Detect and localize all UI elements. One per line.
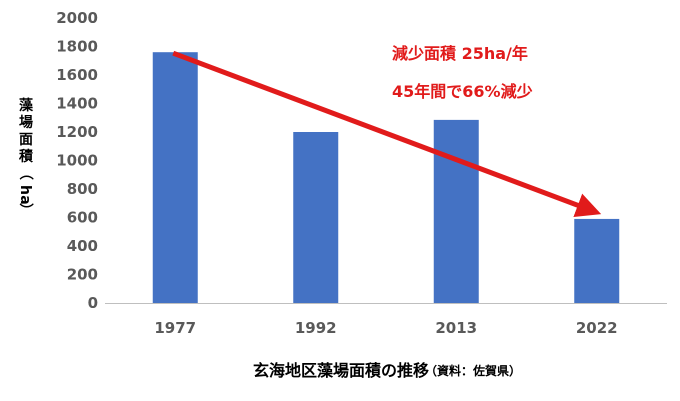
y-tick-label: 200 [67,266,98,284]
chart-title: 玄海地区藻場面積の推移 [253,361,429,380]
chart-source: （資料：佐賀県） [425,363,521,378]
y-axis-label-char: h [17,185,33,195]
bar-2013 [433,119,479,303]
x-tick-label: 2022 [576,319,618,337]
annotation-2: 45年間で66%減少 [392,82,533,101]
y-tick-label: 1000 [56,152,98,170]
y-tick-label: 1800 [56,38,98,56]
y-axis-label-char: （ [17,166,33,180]
y-axis-label-char: a [17,195,33,204]
y-axis-label-char: 藻 [19,97,34,114]
y-axis-label-char: ） [17,203,33,217]
y-axis-label-char: 場 [19,114,33,131]
y-axis-label: 藻場面積（ ha） [17,97,34,217]
annotation-1: 減少面積 25ha/年 [392,44,528,63]
y-tick-label: 0 [88,294,98,312]
y-tick-label: 1400 [56,95,98,113]
x-tick-label: 1992 [295,319,337,337]
bar-1977 [152,52,198,304]
y-tick-label: 400 [67,237,98,255]
y-axis-label-char: 面 [19,132,33,148]
y-axis-label-char: 積 [18,148,34,165]
y-tick-label: 1200 [56,123,98,141]
y-tick-label: 600 [67,209,98,227]
y-tick-label: 2000 [56,9,98,27]
bar-2022 [574,218,620,303]
x-tick-label: 1977 [154,319,196,337]
y-tick-label: 1600 [56,66,98,84]
bars [152,52,620,304]
y-axis-ticks: 0 200 400 600 800 1000 1200 1400 1600 1800 2000 [56,9,98,312]
y-tick-label: 800 [67,180,98,198]
bar-1992 [293,132,339,303]
x-tick-label: 2013 [435,319,477,337]
annotations: 減少面積 25ha/年 45年間で66%減少 [392,44,533,101]
x-axis-ticks: 1977 1992 2013 2022 [154,319,617,337]
trend-arrow [172,50,602,217]
